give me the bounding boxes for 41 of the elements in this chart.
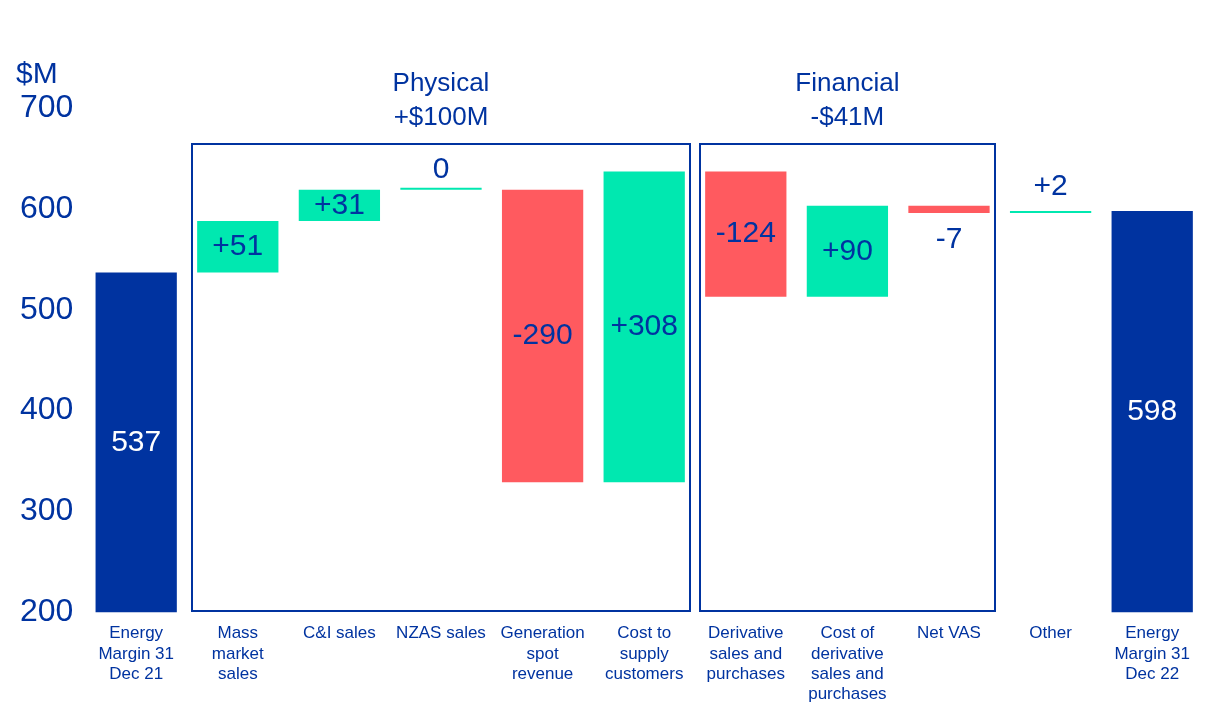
data-label: 598 [1127,392,1178,426]
bar [197,220,279,273]
data-label: 0 [432,150,450,184]
bar [705,171,787,297]
x-tick-label: C&I sales [303,623,376,643]
x-tick-label: Cost of derivative sales and purchases [808,623,887,704]
y-tick-label: 400 [20,390,74,427]
bar [400,187,482,190]
data-label: +308 [610,308,678,342]
y-tick-label: 500 [20,289,74,326]
y-tick-label: 300 [20,491,74,528]
x-tick-label: Other [1029,623,1073,643]
x-tick-label: Net VAS [917,623,981,643]
x-tick-label: NZAS sales [396,623,486,643]
x-tick-label: Generation spot revenue [500,623,585,684]
bar [806,205,889,297]
annotation: Physical +$100M [391,66,491,133]
bar [1111,210,1193,613]
x-tick-label: Energy Margin 31 Dec 22 [1114,623,1190,684]
data-label: +31 [313,186,365,220]
bar [501,189,584,483]
data-label: +2 [1033,168,1068,202]
y-axis-title: $M [16,56,58,90]
data-label: -7 [935,221,963,255]
data-label: +90 [821,232,873,266]
bar [1009,210,1092,213]
annotation: Financial -$41M [794,66,901,133]
y-tick-label: 600 [20,188,74,225]
data-label: +51 [212,227,264,261]
data-label: -290 [512,317,573,351]
x-tick-label: Cost to supply customers [604,623,684,684]
x-tick-label: Mass market sales [211,623,265,684]
y-tick-label: 200 [20,592,74,629]
x-tick-label: Derivative sales and purchases [706,623,786,684]
bar [95,272,177,613]
bar [603,171,685,483]
data-label: -124 [715,215,776,249]
bar [908,205,990,213]
y-tick-label: 700 [20,87,74,124]
data-label: 537 [111,423,162,457]
x-tick-label: Energy Margin 31 Dec 21 [98,623,174,684]
